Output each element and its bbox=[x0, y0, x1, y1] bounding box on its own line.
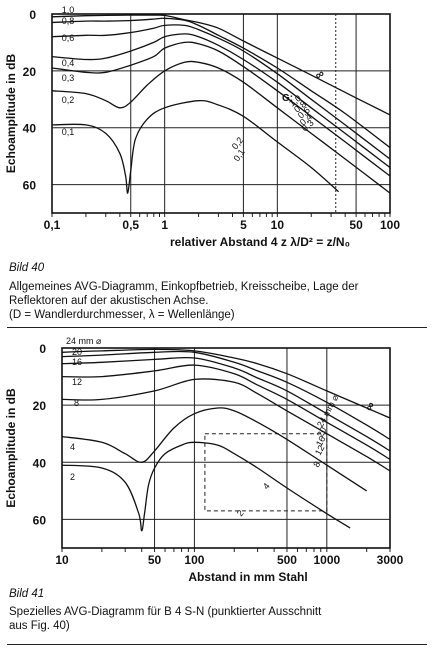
series-curve-0 bbox=[51, 14, 391, 116]
section-divider bbox=[7, 327, 427, 328]
x-tick-label: 3000 bbox=[377, 553, 404, 567]
series-curve-1 bbox=[61, 350, 391, 440]
caption-line: Allgemeines AVG-Diagramm, Einkopfbetrieb… bbox=[9, 281, 359, 293]
curve-label: 4 bbox=[70, 442, 75, 452]
y-tick-label: 60 bbox=[33, 513, 47, 527]
series-curve-5 bbox=[61, 407, 368, 492]
series-curve-6 bbox=[61, 441, 351, 532]
series-curve-1 bbox=[51, 17, 391, 149]
series-curve-2 bbox=[51, 24, 391, 160]
curve-label: 2 bbox=[235, 508, 246, 518]
curve-label: 24 mm ⌀ bbox=[66, 336, 102, 346]
curve-label: ∞ bbox=[312, 66, 327, 82]
x-tick-label: 50 bbox=[349, 218, 363, 232]
detail-box-dashed bbox=[204, 433, 328, 512]
curve-label: 20 bbox=[72, 347, 82, 357]
series-curve-3 bbox=[51, 33, 391, 169]
caption-line: (D = Wandlerdurchmesser, λ = Wellenlänge… bbox=[9, 309, 235, 321]
curve-label: 12 bbox=[72, 377, 82, 387]
curve-label: 0,1 bbox=[231, 147, 246, 163]
x-tick-label: 100 bbox=[380, 218, 400, 232]
curve-start-label: 0,8 bbox=[62, 16, 75, 26]
curve-label: 20 bbox=[315, 425, 329, 439]
section-divider bbox=[7, 644, 427, 645]
curve-start-label: 0,6 bbox=[62, 33, 75, 43]
curve-label: 8 bbox=[311, 460, 322, 470]
x-tick-label: 5 bbox=[240, 218, 247, 232]
y-tick-label: 0 bbox=[39, 342, 46, 356]
y-tick-label: 40 bbox=[23, 122, 37, 136]
x-tick-label: 500 bbox=[277, 553, 297, 567]
series-curve-3 bbox=[61, 364, 391, 460]
x-tick-label: 0,5 bbox=[122, 218, 139, 232]
curve-label: 4 bbox=[261, 481, 272, 491]
series-curve-5 bbox=[51, 60, 391, 194]
plot-frame bbox=[51, 13, 391, 214]
series-curve-6 bbox=[51, 99, 340, 194]
x-tick-label: 10 bbox=[271, 218, 285, 232]
y-tick-label: 20 bbox=[33, 399, 47, 413]
curve-start-label: 0,1 bbox=[62, 127, 75, 137]
y-axis-label: Echoamplitude in dB bbox=[4, 54, 18, 174]
x-tick-label: 100 bbox=[184, 553, 204, 567]
x-tick-label: 10 bbox=[55, 553, 69, 567]
curve-start-label: 0,3 bbox=[62, 73, 75, 83]
y-tick-label: 0 bbox=[29, 8, 36, 22]
series-curve-4 bbox=[51, 41, 391, 177]
caption-line: Reflektoren auf der akustischen Achse. bbox=[9, 295, 209, 307]
plot-frame bbox=[61, 347, 391, 549]
caption-line: aus Fig. 40) bbox=[9, 620, 70, 632]
figure-number: Bild 41 bbox=[9, 588, 45, 600]
x-tick-label: 0,1 bbox=[44, 218, 61, 232]
x-tick-label: 1 bbox=[161, 218, 168, 232]
curve-label: 12 bbox=[313, 443, 327, 457]
figure-number: Bild 40 bbox=[9, 262, 45, 274]
curve-start-label: 0,4 bbox=[62, 58, 75, 68]
y-tick-label: 20 bbox=[23, 65, 37, 79]
x-tick-label: 1000 bbox=[313, 553, 340, 567]
avg-diagram-general: ∞ G: 1,00,8 0,6 0,4 0,3 0,2 0,1 0 20 40 60 0,1 0,5 1 5 1… bbox=[4, 5, 400, 249]
x-tick-label: 50 bbox=[148, 553, 162, 567]
series-curve-2 bbox=[61, 356, 391, 452]
curve-start-label: 1,0 bbox=[62, 5, 75, 15]
caption-line: Spezielles AVG-Diagramm für B 4 S-N (pun… bbox=[9, 606, 322, 618]
curve-label: 8 bbox=[74, 398, 79, 408]
series-curve-4 bbox=[61, 378, 391, 472]
curve-label: 16 bbox=[72, 357, 82, 367]
y-tick-label: 60 bbox=[23, 179, 37, 193]
curve-label: G: bbox=[282, 93, 293, 104]
y-tick-label: 40 bbox=[33, 456, 47, 470]
curve-label: 16 bbox=[314, 434, 328, 448]
curve-label: 2 bbox=[70, 472, 75, 482]
x-axis-label: Abstand in mm Stahl bbox=[188, 570, 307, 584]
curve-start-label: 0,2 bbox=[62, 95, 75, 105]
x-axis-label: relativer Abstand 4 z λ/D² = z/N₀ bbox=[170, 235, 350, 249]
y-axis-label: Echoamplitude in dB bbox=[4, 388, 18, 508]
series-curve-0 bbox=[61, 348, 391, 419]
